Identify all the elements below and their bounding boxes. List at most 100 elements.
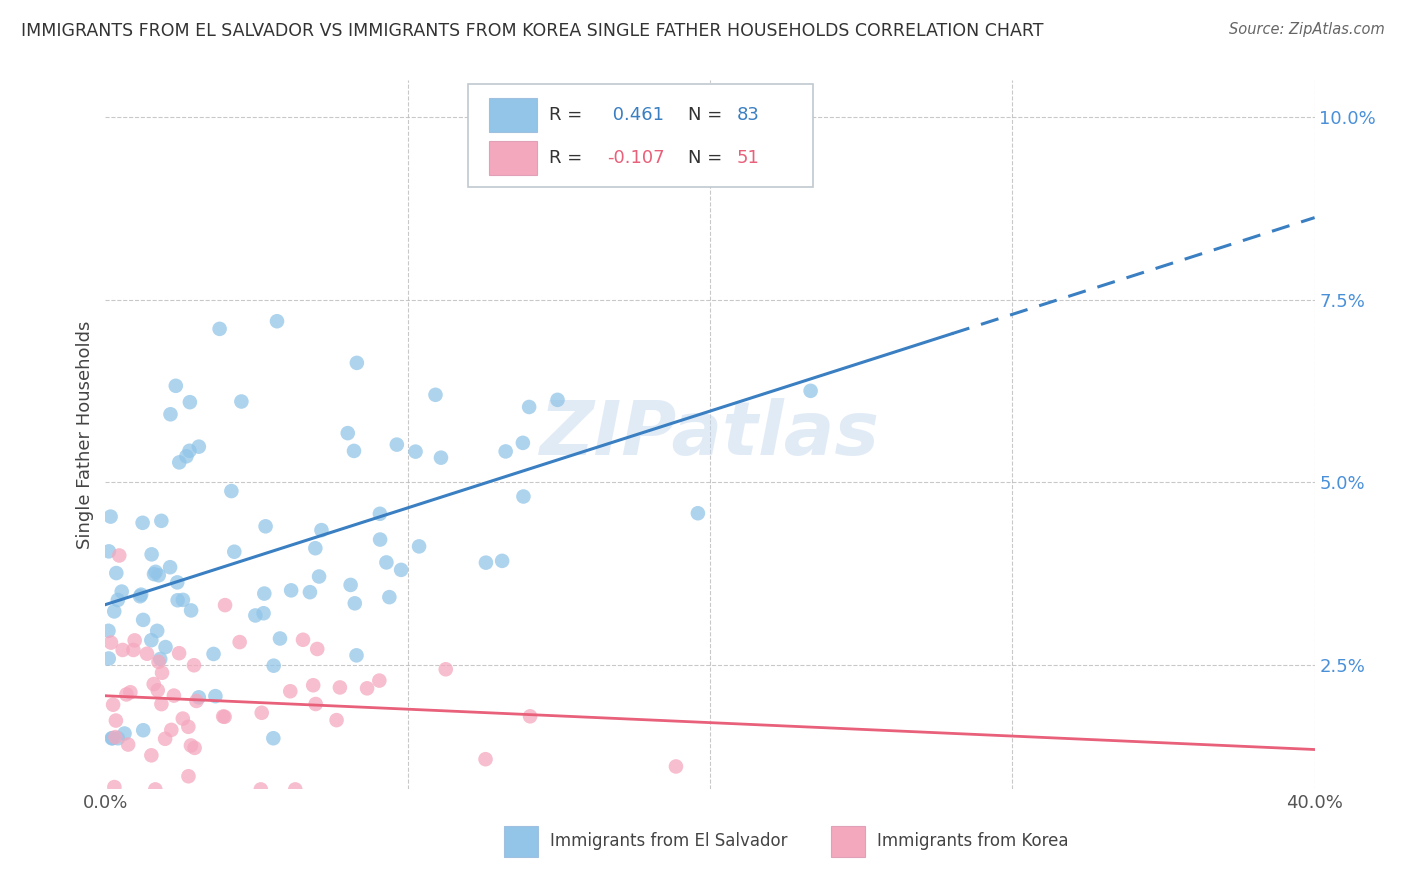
Point — [329, 681, 352, 695]
Point — [177, 720, 200, 734]
Point — [150, 514, 173, 528]
Point — [405, 444, 427, 458]
Point — [142, 677, 165, 691]
Point — [122, 643, 145, 657]
Point — [155, 640, 177, 654]
Point — [172, 712, 194, 726]
Point — [302, 678, 325, 692]
Point — [204, 689, 226, 703]
Point — [368, 673, 391, 688]
Point — [280, 583, 302, 598]
Point — [159, 560, 181, 574]
Text: 83: 83 — [737, 106, 759, 124]
Text: Immigrants from El Salvador: Immigrants from El Salvador — [550, 832, 787, 850]
Point — [385, 437, 408, 451]
Point — [166, 593, 188, 607]
Point — [434, 662, 457, 676]
Point — [145, 565, 167, 579]
Bar — [831, 826, 865, 857]
Point — [187, 440, 209, 454]
Text: Immigrants from Korea: Immigrants from Korea — [877, 832, 1069, 850]
Text: N =: N = — [689, 106, 723, 124]
Point — [512, 490, 534, 504]
Point — [495, 444, 517, 458]
Text: N =: N = — [689, 149, 723, 167]
Text: ZIPatlas: ZIPatlas — [540, 399, 880, 471]
Point — [278, 684, 301, 698]
Point — [169, 455, 191, 469]
Point — [141, 633, 163, 648]
Point — [117, 738, 139, 752]
Point — [208, 322, 231, 336]
Point — [107, 731, 129, 746]
Point — [97, 651, 120, 665]
Point — [107, 593, 129, 607]
Bar — [505, 826, 538, 857]
Point — [800, 384, 823, 398]
Point — [375, 556, 398, 570]
Point — [101, 731, 124, 746]
Point — [491, 554, 513, 568]
Point — [180, 603, 202, 617]
Point — [368, 533, 391, 547]
Point — [159, 407, 181, 421]
Point — [97, 624, 120, 638]
Point — [108, 549, 131, 563]
Point — [346, 356, 368, 370]
Point — [100, 635, 122, 649]
Point — [148, 568, 170, 582]
Point — [103, 780, 125, 794]
Point — [336, 426, 359, 441]
Point — [146, 683, 169, 698]
Text: R =: R = — [550, 106, 582, 124]
Text: -0.107: -0.107 — [607, 149, 665, 167]
Point — [298, 585, 321, 599]
Point — [100, 509, 122, 524]
Point — [143, 782, 166, 797]
Point — [120, 685, 142, 699]
Point — [228, 635, 250, 649]
Point — [176, 450, 198, 464]
Point — [183, 740, 205, 755]
Point — [325, 713, 347, 727]
Point — [250, 706, 273, 720]
Point — [101, 698, 124, 712]
Point — [186, 694, 208, 708]
Point — [163, 689, 186, 703]
Point — [136, 647, 159, 661]
Point — [141, 748, 163, 763]
Point — [202, 647, 225, 661]
Point — [114, 726, 136, 740]
Point — [305, 697, 328, 711]
Point — [129, 589, 152, 603]
Point — [111, 584, 134, 599]
Point — [263, 658, 285, 673]
Point — [221, 484, 243, 499]
Point — [252, 606, 274, 620]
Point — [111, 643, 134, 657]
Point — [304, 541, 326, 556]
Point — [254, 519, 277, 533]
Point — [97, 544, 120, 558]
Point — [262, 731, 284, 746]
Point — [686, 506, 709, 520]
Point — [430, 450, 453, 465]
Point — [474, 752, 496, 766]
Point — [214, 710, 236, 724]
Point — [214, 598, 236, 612]
Point — [179, 443, 201, 458]
Point — [167, 646, 190, 660]
Point — [356, 681, 378, 696]
Point — [665, 759, 688, 773]
Point — [150, 697, 173, 711]
Point — [150, 665, 173, 680]
Point — [308, 569, 330, 583]
Point — [512, 435, 534, 450]
Point — [143, 567, 166, 582]
Point — [131, 516, 153, 530]
Point — [231, 394, 253, 409]
Point — [148, 655, 170, 669]
Text: IMMIGRANTS FROM EL SALVADOR VS IMMIGRANTS FROM KOREA SINGLE FATHER HOUSEHOLDS CO: IMMIGRANTS FROM EL SALVADOR VS IMMIGRANT… — [21, 22, 1043, 40]
Point — [475, 556, 498, 570]
Point — [105, 566, 128, 580]
